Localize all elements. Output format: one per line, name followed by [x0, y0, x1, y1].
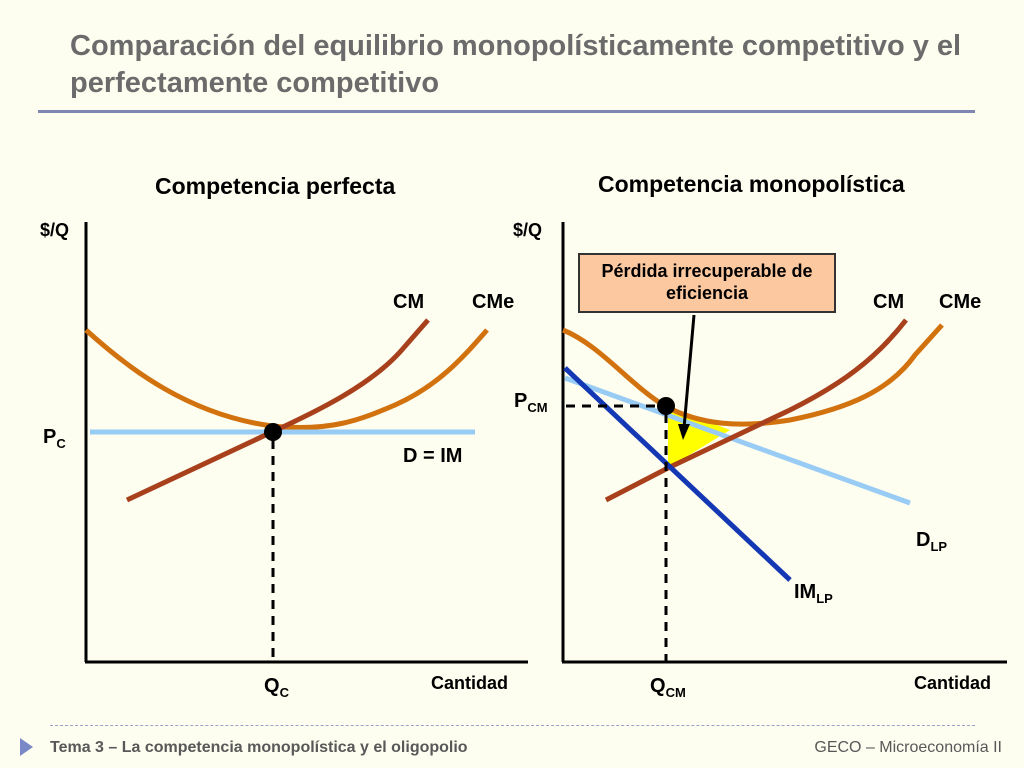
footer-course: GECO – Microeconomía II	[814, 739, 1002, 756]
right-graph: $/Q Cantidad CM CMe DLP IMLP PCM QCM	[513, 220, 1007, 700]
footer-arrow-icon[interactable]	[20, 738, 33, 756]
right-cme-curve	[562, 323, 944, 427]
slide-title: Comparación del equilibrio monopolística…	[70, 30, 962, 99]
right-cm-curve	[604, 318, 908, 503]
left-demand-label: D = IM	[403, 445, 462, 467]
left-price-sub: C	[56, 436, 66, 451]
right-demand-label: DLP	[916, 529, 947, 554]
left-qty-sub: C	[280, 685, 290, 700]
left-graph: $/Q Cantidad CM CMe D = IM PC QC	[40, 220, 528, 700]
right-cm-label: CM	[873, 291, 904, 313]
right-price-main: P	[514, 390, 527, 412]
left-qty-label: QC	[264, 675, 290, 700]
right-y-axis-label: $/Q	[513, 220, 542, 240]
right-demand-sub: LP	[930, 539, 947, 554]
left-cm-curve	[125, 318, 430, 503]
right-price-sub: CM	[527, 400, 547, 415]
left-equilibrium-point	[264, 423, 282, 441]
left-panel-heading: Competencia perfecta	[155, 173, 396, 199]
right-x-axis-label: Cantidad	[914, 673, 991, 693]
right-price-label: PCM	[514, 390, 548, 415]
right-qty-main: Q	[650, 675, 666, 697]
title-divider	[38, 110, 975, 113]
right-mr-main: IM	[794, 581, 816, 603]
right-mr-sub: LP	[816, 591, 833, 606]
left-qty-main: Q	[264, 675, 280, 697]
right-demand-main: D	[916, 529, 930, 551]
left-cme-curve	[84, 328, 489, 431]
left-price-main: P	[43, 426, 56, 448]
left-cme-label: CMe	[472, 291, 514, 313]
right-qty-sub: CM	[666, 685, 686, 700]
footer-divider	[50, 725, 975, 726]
right-mr-label: IMLP	[794, 581, 833, 606]
left-price-label: PC	[43, 426, 66, 451]
left-x-axis-label: Cantidad	[431, 673, 508, 693]
footer-topic: Tema 3 – La competencia monopolística y …	[50, 739, 468, 756]
right-mr-curve	[563, 366, 792, 582]
callout-pointer	[682, 314, 696, 429]
callout-arrowhead	[678, 424, 690, 440]
right-panel-heading: Competencia monopolística	[598, 171, 905, 197]
right-cme-label: CMe	[939, 291, 981, 313]
left-y-axis-label: $/Q	[40, 220, 69, 240]
left-cm-label: CM	[393, 291, 424, 313]
right-qty-label: QCM	[650, 675, 686, 700]
right-equilibrium-point	[657, 397, 675, 415]
right-demand-curve	[564, 375, 911, 506]
deadweight-loss-callout: Pérdida irrecuperable de eficiencia	[578, 253, 836, 313]
